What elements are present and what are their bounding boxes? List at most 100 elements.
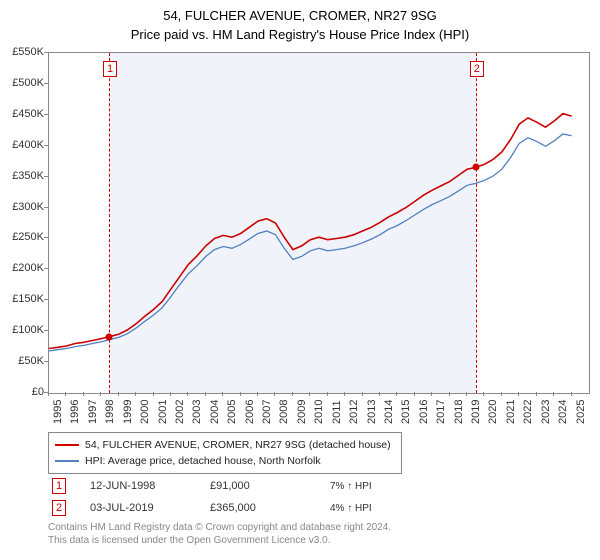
- legend-label: 54, FULCHER AVENUE, CROMER, NR27 9SG (de…: [85, 439, 391, 451]
- marker-pct: 4% ↑ HPI: [330, 503, 450, 514]
- x-axis-tick: [553, 392, 554, 396]
- y-axis-tick-label: £350K: [0, 170, 44, 182]
- x-axis-tick: [483, 392, 484, 396]
- y-axis-tick: [44, 330, 48, 331]
- x-axis-tick: [222, 392, 223, 396]
- x-axis-tick: [431, 392, 432, 396]
- x-axis-tick-label: 2011: [331, 400, 343, 424]
- x-axis-tick: [466, 392, 467, 396]
- y-axis-tick-label: £550K: [0, 46, 44, 58]
- x-axis-tick-label: 2005: [226, 400, 238, 424]
- y-axis-tick-label: £450K: [0, 108, 44, 120]
- chart-title-address: 54, FULCHER AVENUE, CROMER, NR27 9SG: [0, 0, 600, 23]
- legend-swatch: [55, 460, 79, 462]
- x-axis-tick: [536, 392, 537, 396]
- legend-item: 54, FULCHER AVENUE, CROMER, NR27 9SG (de…: [55, 437, 395, 453]
- x-axis-tick-label: 2021: [505, 400, 517, 424]
- x-axis-tick: [449, 392, 450, 396]
- x-axis-tick-label: 1998: [104, 400, 116, 424]
- x-axis-tick: [362, 392, 363, 396]
- x-axis-tick-label: 2014: [383, 400, 395, 424]
- marker-number-box: 1: [103, 61, 117, 77]
- x-axis-tick-label: 2010: [313, 400, 325, 424]
- y-axis-tick: [44, 83, 48, 84]
- y-axis-tick: [44, 299, 48, 300]
- x-axis-tick-label: 2016: [418, 400, 430, 424]
- x-axis-tick-label: 1997: [87, 400, 99, 424]
- marker-date: 12-JUN-1998: [90, 480, 210, 492]
- legend-label: HPI: Average price, detached house, Nort…: [85, 455, 321, 467]
- y-axis-tick: [44, 361, 48, 362]
- y-axis-tick-label: £500K: [0, 77, 44, 89]
- y-axis-tick: [44, 237, 48, 238]
- x-axis-tick-label: 2015: [400, 400, 412, 424]
- x-axis-tick-label: 2023: [540, 400, 552, 424]
- y-axis-tick-label: £250K: [0, 231, 44, 243]
- table-row: 1 12-JUN-1998 £91,000 7% ↑ HPI: [48, 475, 588, 497]
- y-axis-tick: [44, 176, 48, 177]
- marker-date: 03-JUL-2019: [90, 502, 210, 514]
- series-line: [49, 134, 572, 351]
- y-axis-tick: [44, 145, 48, 146]
- x-axis-tick-label: 2001: [157, 400, 169, 424]
- x-axis-tick: [518, 392, 519, 396]
- x-axis-tick-label: 1999: [122, 400, 134, 424]
- x-axis-tick: [187, 392, 188, 396]
- x-axis-tick: [414, 392, 415, 396]
- marker-number-box: 2: [470, 61, 484, 77]
- x-axis-tick: [65, 392, 66, 396]
- y-axis-tick-label: £150K: [0, 293, 44, 305]
- y-axis-tick: [44, 52, 48, 53]
- x-axis-tick-label: 2025: [575, 400, 587, 424]
- x-axis-tick: [344, 392, 345, 396]
- table-row: 2 03-JUL-2019 £365,000 4% ↑ HPI: [48, 497, 588, 519]
- y-axis-tick: [44, 268, 48, 269]
- y-axis-tick-label: £200K: [0, 262, 44, 274]
- y-axis-tick-label: £400K: [0, 139, 44, 151]
- marker-badge: 2: [52, 500, 66, 516]
- marker-badge: 1: [52, 478, 66, 494]
- x-axis-tick-label: 2002: [174, 400, 186, 424]
- marker-vertical-line: [109, 53, 110, 393]
- x-axis-tick-label: 2004: [209, 400, 221, 424]
- chart-legend: 54, FULCHER AVENUE, CROMER, NR27 9SG (de…: [48, 432, 402, 474]
- x-axis-tick: [48, 392, 49, 396]
- x-axis-tick: [153, 392, 154, 396]
- series-line: [49, 114, 572, 349]
- x-axis-tick: [135, 392, 136, 396]
- marker-vertical-line: [476, 53, 477, 393]
- x-axis-tick: [379, 392, 380, 396]
- x-axis-tick-label: 2003: [191, 400, 203, 424]
- x-axis-tick: [571, 392, 572, 396]
- y-axis-tick-label: £50K: [0, 355, 44, 367]
- x-axis-tick: [240, 392, 241, 396]
- chart-plot-area: 12: [48, 52, 590, 394]
- x-axis-tick-label: 2024: [557, 400, 569, 424]
- x-axis-tick: [501, 392, 502, 396]
- marker-price: £91,000: [210, 480, 330, 492]
- x-axis-tick-label: 2022: [522, 400, 534, 424]
- y-axis-tick: [44, 114, 48, 115]
- footer-line: This data is licensed under the Open Gov…: [48, 534, 391, 547]
- x-axis-tick-label: 2019: [470, 400, 482, 424]
- y-axis-tick-label: £300K: [0, 201, 44, 213]
- x-axis-tick: [327, 392, 328, 396]
- x-axis-tick-label: 1996: [69, 400, 81, 424]
- x-axis-tick: [118, 392, 119, 396]
- markers-table: 1 12-JUN-1998 £91,000 7% ↑ HPI 2 03-JUL-…: [48, 475, 588, 519]
- x-axis-tick-label: 2018: [453, 400, 465, 424]
- x-axis-tick-label: 2009: [296, 400, 308, 424]
- y-axis-tick: [44, 207, 48, 208]
- x-axis-tick: [83, 392, 84, 396]
- data-point-marker: [106, 333, 113, 340]
- footer-line: Contains HM Land Registry data © Crown c…: [48, 521, 391, 534]
- marker-pct: 7% ↑ HPI: [330, 481, 450, 492]
- x-axis-tick: [257, 392, 258, 396]
- chart-title-subtitle: Price paid vs. HM Land Registry's House …: [0, 23, 600, 42]
- legend-item: HPI: Average price, detached house, Nort…: [55, 453, 395, 469]
- x-axis-tick-label: 2017: [435, 400, 447, 424]
- x-axis-tick: [274, 392, 275, 396]
- x-axis-tick-label: 2006: [244, 400, 256, 424]
- x-axis-tick: [309, 392, 310, 396]
- x-axis-tick-label: 2000: [139, 400, 151, 424]
